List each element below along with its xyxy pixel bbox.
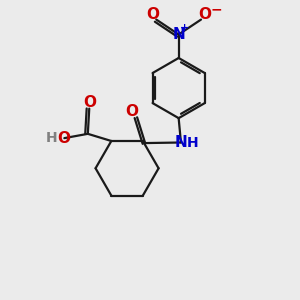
Text: N: N <box>172 27 185 42</box>
Text: O: O <box>57 130 70 146</box>
Text: O: O <box>146 7 159 22</box>
Text: H: H <box>187 136 199 149</box>
Text: −: − <box>210 3 222 16</box>
Text: H: H <box>46 131 57 145</box>
Text: +: + <box>180 23 190 33</box>
Text: O: O <box>83 95 96 110</box>
Text: O: O <box>198 7 211 22</box>
Text: N: N <box>175 135 187 150</box>
Text: O: O <box>125 104 138 119</box>
